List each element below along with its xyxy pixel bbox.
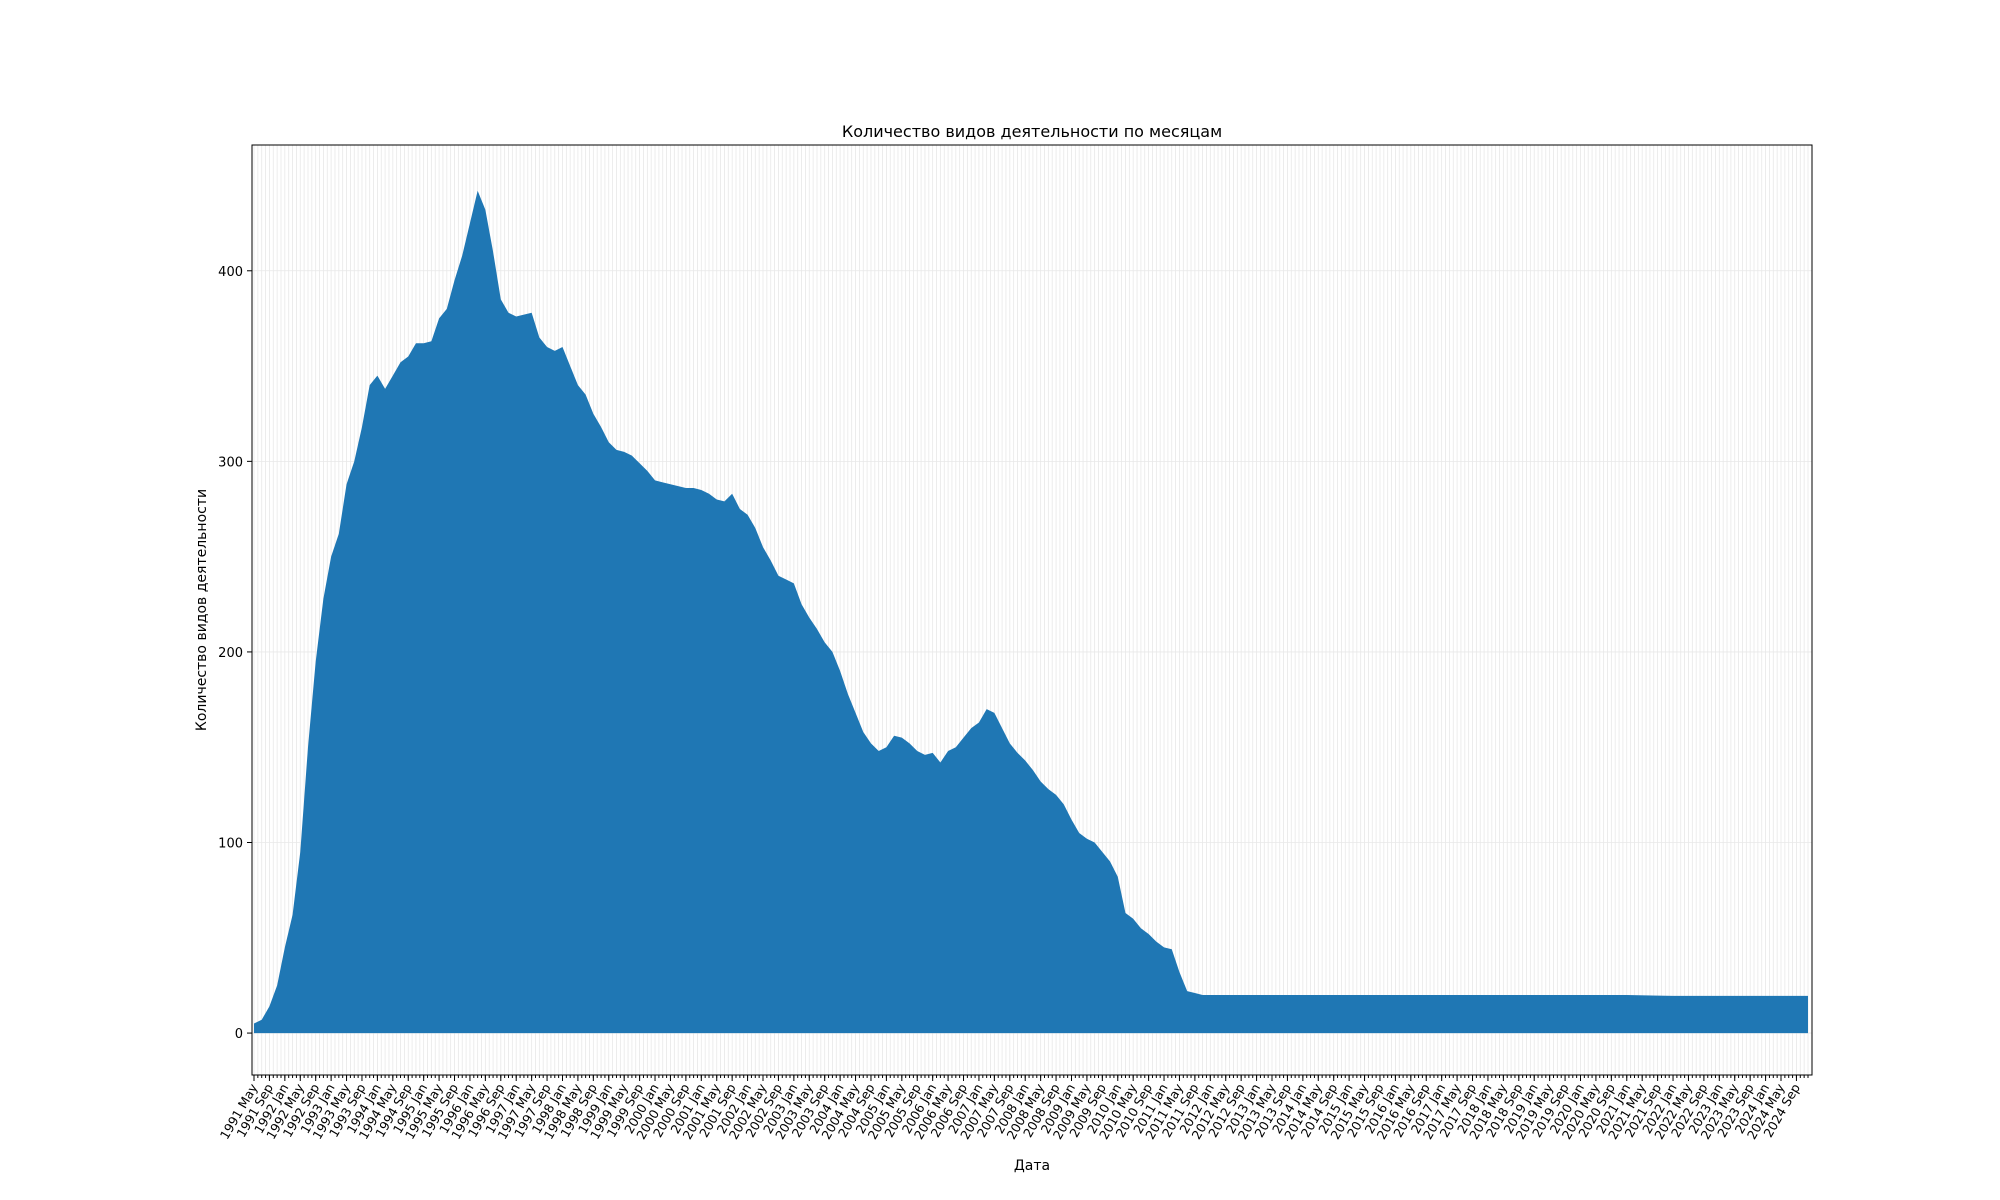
plot-frame (251, 144, 1813, 1076)
y-tick-label: 0 (235, 1027, 243, 1042)
y-tick-label: 300 (218, 455, 243, 470)
y-tick-label: 100 (218, 837, 243, 852)
y-tick-label: 400 (218, 265, 243, 280)
chart-title: Количество видов деятельности по месяцам (842, 122, 1222, 141)
area-series (254, 190, 1808, 1034)
y-axis-label: Количество видов деятельности (194, 489, 210, 731)
y-tick-label: 200 (218, 646, 243, 661)
y-axis: 0 100 200 300 400 (218, 265, 252, 1042)
x-axis-label: Дата (1014, 1158, 1050, 1174)
